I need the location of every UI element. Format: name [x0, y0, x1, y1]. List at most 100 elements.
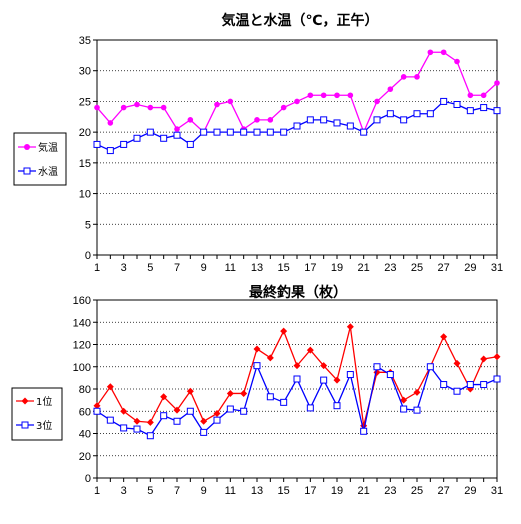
data-point-s1	[160, 393, 168, 401]
data-point-s1	[254, 117, 260, 123]
data-point-s2	[213, 128, 221, 136]
data-point-s1	[253, 345, 261, 353]
data-point-s1	[467, 92, 474, 99]
data-point-s2	[120, 140, 128, 148]
data-point-s2	[386, 110, 394, 118]
data-point-s2	[120, 424, 128, 432]
data-point-s2	[453, 387, 461, 395]
legend-label-third-place: 3位	[36, 419, 52, 432]
data-point-s2	[333, 119, 341, 127]
x-tick-label: 19	[331, 485, 343, 497]
data-point-s2	[426, 363, 434, 371]
data-point-s1	[146, 418, 154, 426]
data-point-s2	[280, 398, 288, 406]
data-point-s1	[334, 92, 340, 99]
x-axis-temperature: 1 3 5 7 9 11 13 15 17 19 21 23 25 27 29 31	[94, 255, 503, 274]
y-tick-label: 80	[79, 384, 91, 396]
y-tick-label: 30	[79, 66, 91, 78]
data-point-s1	[427, 49, 434, 56]
y-tick-label: 160	[73, 295, 91, 307]
data-point-s2	[360, 427, 368, 435]
data-point-s1	[347, 92, 354, 99]
x-tick-label: 3	[121, 262, 127, 274]
data-point-s2	[413, 406, 421, 414]
data-point-s2	[493, 375, 501, 383]
x-tick-label: 5	[147, 485, 153, 497]
data-point-s2	[93, 407, 101, 415]
x-tick-label: 25	[411, 485, 423, 497]
data-point-s2	[226, 405, 234, 413]
data-point-s2	[160, 134, 168, 142]
data-point-s2	[360, 128, 368, 136]
legend-catch: 1位 3位	[11, 387, 63, 441]
data-point-s1	[133, 417, 141, 425]
data-point-s1	[293, 362, 301, 370]
chart-title-catch: 最終釣果（枚）	[249, 284, 347, 301]
x-tick-label: 7	[174, 485, 180, 497]
data-point-s2	[93, 140, 101, 148]
x-tick-label: 29	[464, 485, 476, 497]
x-axis-catch: 1 3 5 7 9 11 13 15 17 19 21 23 25 27 29 31	[94, 478, 503, 497]
data-point-s1	[480, 355, 488, 363]
data-point-s2	[400, 405, 408, 413]
data-point-s1	[320, 362, 328, 370]
data-point-s2	[200, 128, 208, 136]
x-tick-label: 17	[304, 262, 316, 274]
data-point-s1	[267, 117, 274, 123]
data-point-s2	[146, 432, 154, 440]
x-tick-label: 5	[147, 262, 153, 274]
data-point-s2	[440, 97, 448, 105]
data-point-s2	[266, 393, 274, 401]
data-point-s1	[160, 104, 167, 111]
data-point-s1	[226, 389, 234, 397]
series-temperature	[93, 49, 501, 155]
data-point-s1	[120, 407, 128, 415]
x-tick-label: 31	[491, 485, 503, 497]
data-point-s2	[440, 381, 448, 389]
data-point-s2	[346, 371, 354, 379]
x-tick-label: 23	[384, 262, 396, 274]
data-point-s2	[320, 376, 328, 384]
data-point-s1	[413, 388, 421, 396]
x-tick-label: 31	[491, 262, 503, 274]
data-point-s1	[333, 376, 341, 384]
data-point-s1	[307, 92, 314, 99]
data-point-s1	[173, 406, 181, 414]
data-point-s1	[346, 323, 354, 331]
data-point-s1	[120, 104, 127, 111]
data-point-s1	[200, 417, 208, 425]
data-point-s2	[186, 140, 194, 148]
y-tick-label: 40	[79, 429, 91, 441]
data-point-s2	[146, 128, 154, 136]
x-tick-label: 17	[304, 485, 316, 497]
data-point-s1	[240, 389, 248, 397]
legend-marker-third-place	[21, 421, 29, 429]
x-tick-label: 29	[464, 262, 476, 274]
y-tick-label: 100	[73, 362, 91, 374]
y-axis-temperature: 0 5 10 15 20 25 30 35	[79, 35, 97, 262]
data-point-s2	[133, 134, 141, 142]
data-point-s2	[400, 116, 408, 124]
data-point-s1	[187, 117, 194, 123]
data-point-s1	[387, 86, 394, 92]
x-tick-label: 9	[201, 262, 207, 274]
data-point-s2	[280, 128, 288, 136]
data-point-s1	[453, 359, 461, 367]
y-tick-label: 15	[79, 158, 91, 170]
data-point-s1	[106, 383, 114, 391]
data-point-s1	[280, 327, 288, 335]
x-tick-label: 25	[411, 262, 423, 274]
data-point-s1	[186, 387, 194, 395]
x-tick-label: 15	[278, 262, 290, 274]
data-point-s2	[160, 412, 168, 420]
data-point-s2	[413, 110, 421, 118]
legend-box	[11, 387, 63, 441]
data-point-s2	[466, 381, 474, 389]
data-point-s2	[106, 416, 114, 424]
data-point-s2	[373, 363, 381, 371]
data-point-s2	[106, 147, 114, 155]
data-point-s2	[293, 122, 301, 130]
y-tick-label: 0	[85, 250, 91, 262]
data-point-s1	[440, 49, 447, 56]
